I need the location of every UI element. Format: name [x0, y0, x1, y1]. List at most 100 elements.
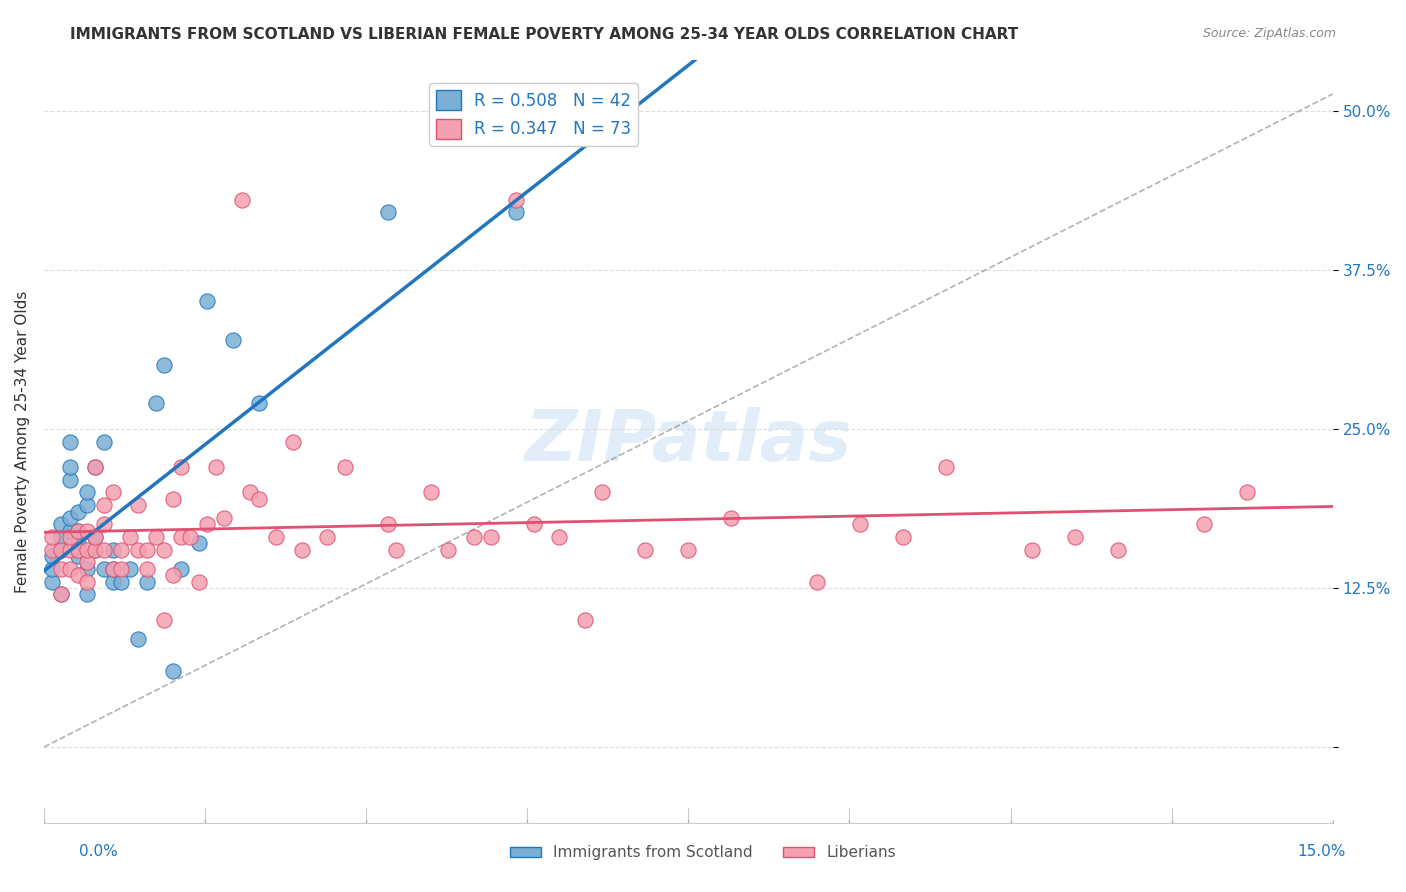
Point	[935, 460, 957, 475]
Point	[264, 530, 287, 544]
Point	[179, 530, 201, 544]
Point	[110, 542, 132, 557]
Point	[67, 524, 90, 538]
Point	[281, 434, 304, 449]
Point	[153, 542, 176, 557]
Point	[59, 562, 82, 576]
Point	[101, 562, 124, 576]
Point	[118, 562, 141, 576]
Point	[505, 193, 527, 207]
Legend: Immigrants from Scotland, Liberians: Immigrants from Scotland, Liberians	[505, 839, 901, 866]
Point	[806, 574, 828, 589]
Point	[84, 530, 107, 544]
Point	[145, 530, 167, 544]
Point	[49, 542, 72, 557]
Y-axis label: Female Poverty Among 25-34 Year Olds: Female Poverty Among 25-34 Year Olds	[15, 291, 30, 592]
Point	[49, 587, 72, 601]
Text: Source: ZipAtlas.com: Source: ZipAtlas.com	[1202, 27, 1336, 40]
Point	[162, 568, 184, 582]
Text: IMMIGRANTS FROM SCOTLAND VS LIBERIAN FEMALE POVERTY AMONG 25-34 YEAR OLDS CORREL: IMMIGRANTS FROM SCOTLAND VS LIBERIAN FEM…	[70, 27, 1018, 42]
Point	[101, 562, 124, 576]
Point	[67, 536, 90, 550]
Point	[849, 517, 872, 532]
Point	[59, 530, 82, 544]
Point	[84, 530, 107, 544]
Point	[127, 542, 149, 557]
Point	[49, 587, 72, 601]
Point	[59, 460, 82, 475]
Point	[76, 524, 98, 538]
Point	[101, 574, 124, 589]
Point	[591, 485, 613, 500]
Point	[385, 542, 408, 557]
Point	[84, 542, 107, 557]
Point	[377, 205, 399, 219]
Point	[1064, 530, 1087, 544]
Point	[101, 542, 124, 557]
Point	[67, 524, 90, 538]
Point	[41, 530, 63, 544]
Point	[118, 530, 141, 544]
Point	[170, 562, 193, 576]
Point	[145, 396, 167, 410]
Point	[523, 517, 546, 532]
Text: ZIPatlas: ZIPatlas	[524, 407, 852, 476]
Point	[127, 498, 149, 512]
Point	[479, 530, 502, 544]
Point	[1192, 517, 1215, 532]
Point	[84, 542, 107, 557]
Point	[574, 613, 596, 627]
Point	[67, 568, 90, 582]
Point	[41, 574, 63, 589]
Point	[153, 358, 176, 372]
Point	[170, 460, 193, 475]
Point	[59, 542, 82, 557]
Point	[891, 530, 914, 544]
Point	[1107, 542, 1129, 557]
Point	[93, 434, 115, 449]
Point	[239, 485, 262, 500]
Point	[59, 434, 82, 449]
Point	[162, 664, 184, 678]
Point	[101, 485, 124, 500]
Point	[162, 491, 184, 506]
Point	[59, 473, 82, 487]
Text: 15.0%: 15.0%	[1298, 845, 1346, 859]
Point	[153, 613, 176, 627]
Point	[333, 460, 356, 475]
Point	[231, 193, 253, 207]
Point	[377, 517, 399, 532]
Point	[720, 511, 742, 525]
Point	[93, 542, 115, 557]
Point	[76, 587, 98, 601]
Point	[93, 562, 115, 576]
Point	[110, 562, 132, 576]
Point	[187, 536, 209, 550]
Point	[110, 574, 132, 589]
Point	[93, 517, 115, 532]
Point	[436, 542, 458, 557]
Point	[67, 505, 90, 519]
Point	[247, 396, 270, 410]
Point	[49, 542, 72, 557]
Point	[49, 517, 72, 532]
Point	[316, 530, 339, 544]
Point	[59, 511, 82, 525]
Point	[678, 542, 700, 557]
Point	[93, 498, 115, 512]
Point	[187, 574, 209, 589]
Point	[136, 542, 159, 557]
Text: 0.0%: 0.0%	[79, 845, 118, 859]
Point	[136, 574, 159, 589]
Point	[59, 524, 82, 538]
Point	[41, 562, 63, 576]
Point	[76, 498, 98, 512]
Point	[222, 333, 245, 347]
Point	[505, 205, 527, 219]
Point	[49, 530, 72, 544]
Point	[76, 562, 98, 576]
Point	[49, 562, 72, 576]
Point	[67, 549, 90, 563]
Point	[76, 485, 98, 500]
Point	[41, 542, 63, 557]
